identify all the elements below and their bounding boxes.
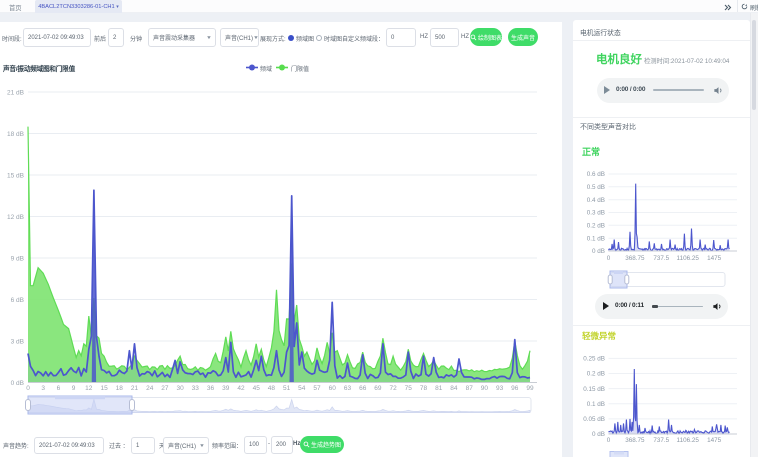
svg-text:0 dB: 0 dB xyxy=(592,248,605,255)
svg-text:0.2 dB: 0.2 dB xyxy=(587,223,605,230)
svg-text:0.2 dB: 0.2 dB xyxy=(587,371,605,378)
svg-text:57: 57 xyxy=(313,385,321,392)
svg-text:45: 45 xyxy=(253,385,261,392)
svg-text:99: 99 xyxy=(526,385,534,392)
svg-text:0.05 dB: 0.05 dB xyxy=(583,416,605,423)
svg-text:15 dB: 15 dB xyxy=(7,172,24,179)
svg-text:0.1 dB: 0.1 dB xyxy=(587,401,605,408)
svg-text:6 dB: 6 dB xyxy=(11,297,24,304)
svg-text:3: 3 xyxy=(41,385,45,392)
svg-text:81: 81 xyxy=(435,385,443,392)
svg-text:9: 9 xyxy=(72,385,76,392)
svg-text:0: 0 xyxy=(26,385,30,392)
svg-text:78: 78 xyxy=(420,385,428,392)
svg-text:12 dB: 12 dB xyxy=(7,214,24,221)
svg-text:1106.25: 1106.25 xyxy=(677,255,700,262)
svg-text:0: 0 xyxy=(607,437,611,444)
svg-text:93: 93 xyxy=(496,385,504,392)
svg-text:1475: 1475 xyxy=(707,437,722,444)
svg-text:6: 6 xyxy=(57,385,61,392)
svg-text:0.4 dB: 0.4 dB xyxy=(587,197,605,204)
svg-text:21 dB: 21 dB xyxy=(7,89,24,96)
svg-text:54: 54 xyxy=(298,385,306,392)
svg-text:42: 42 xyxy=(237,385,245,392)
svg-text:96: 96 xyxy=(511,385,519,392)
svg-text:9 dB: 9 dB xyxy=(11,255,24,262)
svg-text:18: 18 xyxy=(116,385,124,392)
svg-text:1475: 1475 xyxy=(707,255,722,262)
svg-text:75: 75 xyxy=(405,385,413,392)
svg-text:0.6 dB: 0.6 dB xyxy=(587,171,605,178)
svg-text:0.3 dB: 0.3 dB xyxy=(587,210,605,217)
svg-text:24: 24 xyxy=(146,385,154,392)
svg-text:0 dB: 0 dB xyxy=(592,431,605,438)
svg-text:368.75: 368.75 xyxy=(625,437,645,444)
svg-text:0: 0 xyxy=(607,255,611,262)
svg-text:27: 27 xyxy=(161,385,169,392)
svg-text:737.5: 737.5 xyxy=(653,255,669,262)
svg-text:0.15 dB: 0.15 dB xyxy=(583,386,605,393)
svg-text:66: 66 xyxy=(359,385,367,392)
svg-text:39: 39 xyxy=(222,385,230,392)
svg-text:84: 84 xyxy=(450,385,458,392)
svg-text:0.1 dB: 0.1 dB xyxy=(587,235,605,242)
svg-text:0.5 dB: 0.5 dB xyxy=(587,184,605,191)
svg-text:0 dB: 0 dB xyxy=(11,380,24,387)
svg-text:737.5: 737.5 xyxy=(653,437,669,444)
svg-text:1106.25: 1106.25 xyxy=(677,437,700,444)
svg-text:18 dB: 18 dB xyxy=(7,131,24,138)
svg-text:36: 36 xyxy=(207,385,215,392)
svg-text:87: 87 xyxy=(466,385,474,392)
svg-text:69: 69 xyxy=(374,385,382,392)
svg-text:368.75: 368.75 xyxy=(625,255,645,262)
svg-text:33: 33 xyxy=(192,385,200,392)
svg-text:12: 12 xyxy=(85,385,93,392)
svg-text:3 dB: 3 dB xyxy=(11,338,24,345)
svg-text:60: 60 xyxy=(329,385,337,392)
svg-text:0.25 dB: 0.25 dB xyxy=(583,356,605,363)
svg-text:30: 30 xyxy=(176,385,184,392)
svg-text:63: 63 xyxy=(344,385,352,392)
svg-text:51: 51 xyxy=(283,385,291,392)
svg-text:21: 21 xyxy=(131,385,139,392)
svg-text:72: 72 xyxy=(389,385,397,392)
svg-text:90: 90 xyxy=(481,385,489,392)
svg-text:15: 15 xyxy=(100,385,108,392)
svg-text:48: 48 xyxy=(268,385,276,392)
